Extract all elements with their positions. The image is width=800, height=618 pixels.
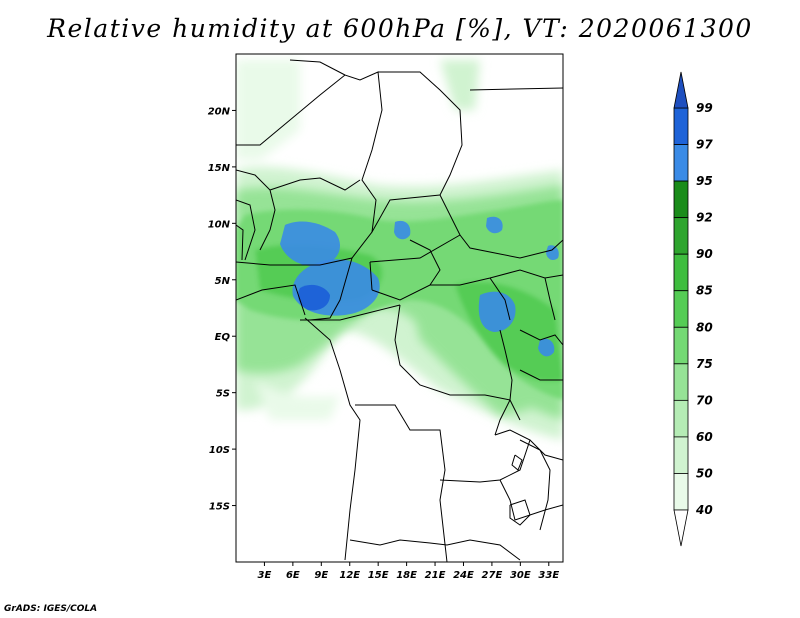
lon-tick-label: 24E: [453, 570, 474, 581]
colorbar-segment: [673, 473, 689, 511]
colorbar-label: 75: [696, 357, 713, 371]
credit-label: GrADS: IGES/COLA: [4, 604, 98, 614]
lon-tick-label: 18E: [396, 570, 417, 581]
colorbar-label: 85: [696, 284, 713, 298]
colorbar-label: 80: [696, 320, 713, 334]
lat-tick-label: 10N: [208, 219, 231, 230]
lon-tick-label: 15E: [368, 570, 389, 581]
colorbar-segment: [673, 436, 689, 474]
lat-tick-label: 5N: [215, 276, 231, 287]
boundaries: [236, 59, 563, 562]
map-frame: [235, 53, 564, 563]
humidity-saturated-layer: [280, 216, 559, 357]
colorbar-segment: [673, 290, 689, 328]
colorbar-segment: [673, 180, 689, 219]
lon-tick-label: 9E: [314, 570, 328, 581]
colorbar-segment: [673, 144, 689, 182]
colorbar-label: 97: [696, 138, 713, 152]
colorbar-label: 60: [696, 430, 713, 444]
colorbar-segment: [673, 217, 689, 255]
lat-tick-label: 15S: [209, 502, 230, 513]
colorbar-segment: [673, 253, 689, 292]
colorbar-label: 70: [696, 393, 713, 407]
colorbar-bottom-arrow: [673, 509, 689, 547]
lat-tick-label: 15N: [208, 163, 231, 174]
lon-tick-label: 3E: [258, 570, 272, 581]
lat-tick-label: EQ: [215, 332, 231, 343]
colorbar-label: 90: [696, 247, 713, 261]
lon-tick-label: 33E: [538, 570, 559, 581]
lon-tick-label: 21E: [425, 570, 446, 581]
colorbar-label: 92: [696, 211, 713, 225]
colorbar-segment: [673, 326, 689, 365]
longitude-axis: 3E 6E 9E 12E 15E 18E 21E 24E 27E 30E 33E: [258, 562, 559, 581]
colorbar-label: 99: [696, 101, 713, 115]
lon-tick-label: 6E: [286, 570, 300, 581]
lat-tick-label: 5S: [216, 389, 230, 400]
lon-tick-label: 12E: [339, 570, 360, 581]
latitude-axis: 20N 15N 10N 5N EQ 5S 10S 15S: [208, 106, 236, 513]
colorbar-segment: [673, 363, 689, 401]
colorbar: 99 97 95 92 90 85 80 75 70 60 50 40: [673, 71, 713, 547]
colorbar-label: 40: [695, 503, 713, 517]
lon-tick-label: 27E: [482, 570, 503, 581]
colorbar-top-arrow: [673, 71, 689, 109]
lat-tick-label: 20N: [208, 106, 231, 117]
colorbar-label: 95: [696, 174, 713, 188]
colorbar-segment: [673, 399, 689, 438]
map-title: Relative humidity at 600hPa [%], VT: 202…: [47, 14, 753, 43]
colorbar-label: 50: [696, 466, 713, 480]
lon-tick-label: 30E: [510, 570, 531, 581]
lat-tick-label: 10S: [209, 445, 230, 456]
colorbar-segment: [673, 107, 689, 145]
